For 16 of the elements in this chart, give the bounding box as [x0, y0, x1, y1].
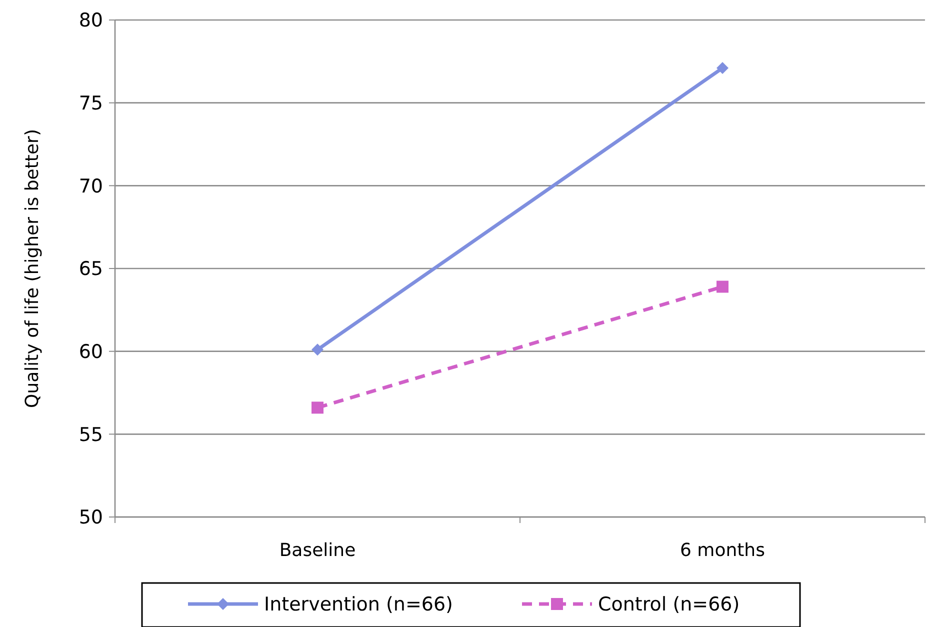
y-tick-label: 75	[78, 92, 103, 114]
x-tick-label: 6 months	[680, 540, 765, 561]
point	[716, 62, 728, 74]
legend-label: Intervention (n=66)	[264, 594, 453, 616]
x-tick-label: Baseline	[279, 540, 356, 561]
y-tick-label: 80	[78, 10, 103, 32]
point	[716, 280, 728, 293]
y-tick-label: 70	[78, 175, 103, 198]
y-axis-title: Quality of life (higher is better)	[22, 129, 43, 408]
y-tick-label: 55	[78, 424, 103, 446]
y-tick-label: 60	[78, 340, 103, 363]
y-tick-label: 65	[78, 258, 103, 280]
point	[312, 402, 324, 414]
point	[312, 344, 324, 356]
y-tick-label: 50	[78, 506, 103, 529]
legend-label: Control (n=66)	[598, 594, 740, 616]
